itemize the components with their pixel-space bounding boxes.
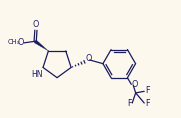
Text: O: O [17, 38, 24, 47]
Text: HN: HN [31, 70, 43, 79]
Text: F: F [145, 99, 149, 108]
Text: O: O [33, 20, 39, 29]
Text: F: F [145, 86, 149, 95]
Text: F: F [127, 99, 132, 108]
Polygon shape [34, 40, 48, 51]
Text: O: O [85, 54, 91, 63]
Text: O: O [132, 80, 138, 89]
Text: CH₃: CH₃ [7, 39, 20, 45]
